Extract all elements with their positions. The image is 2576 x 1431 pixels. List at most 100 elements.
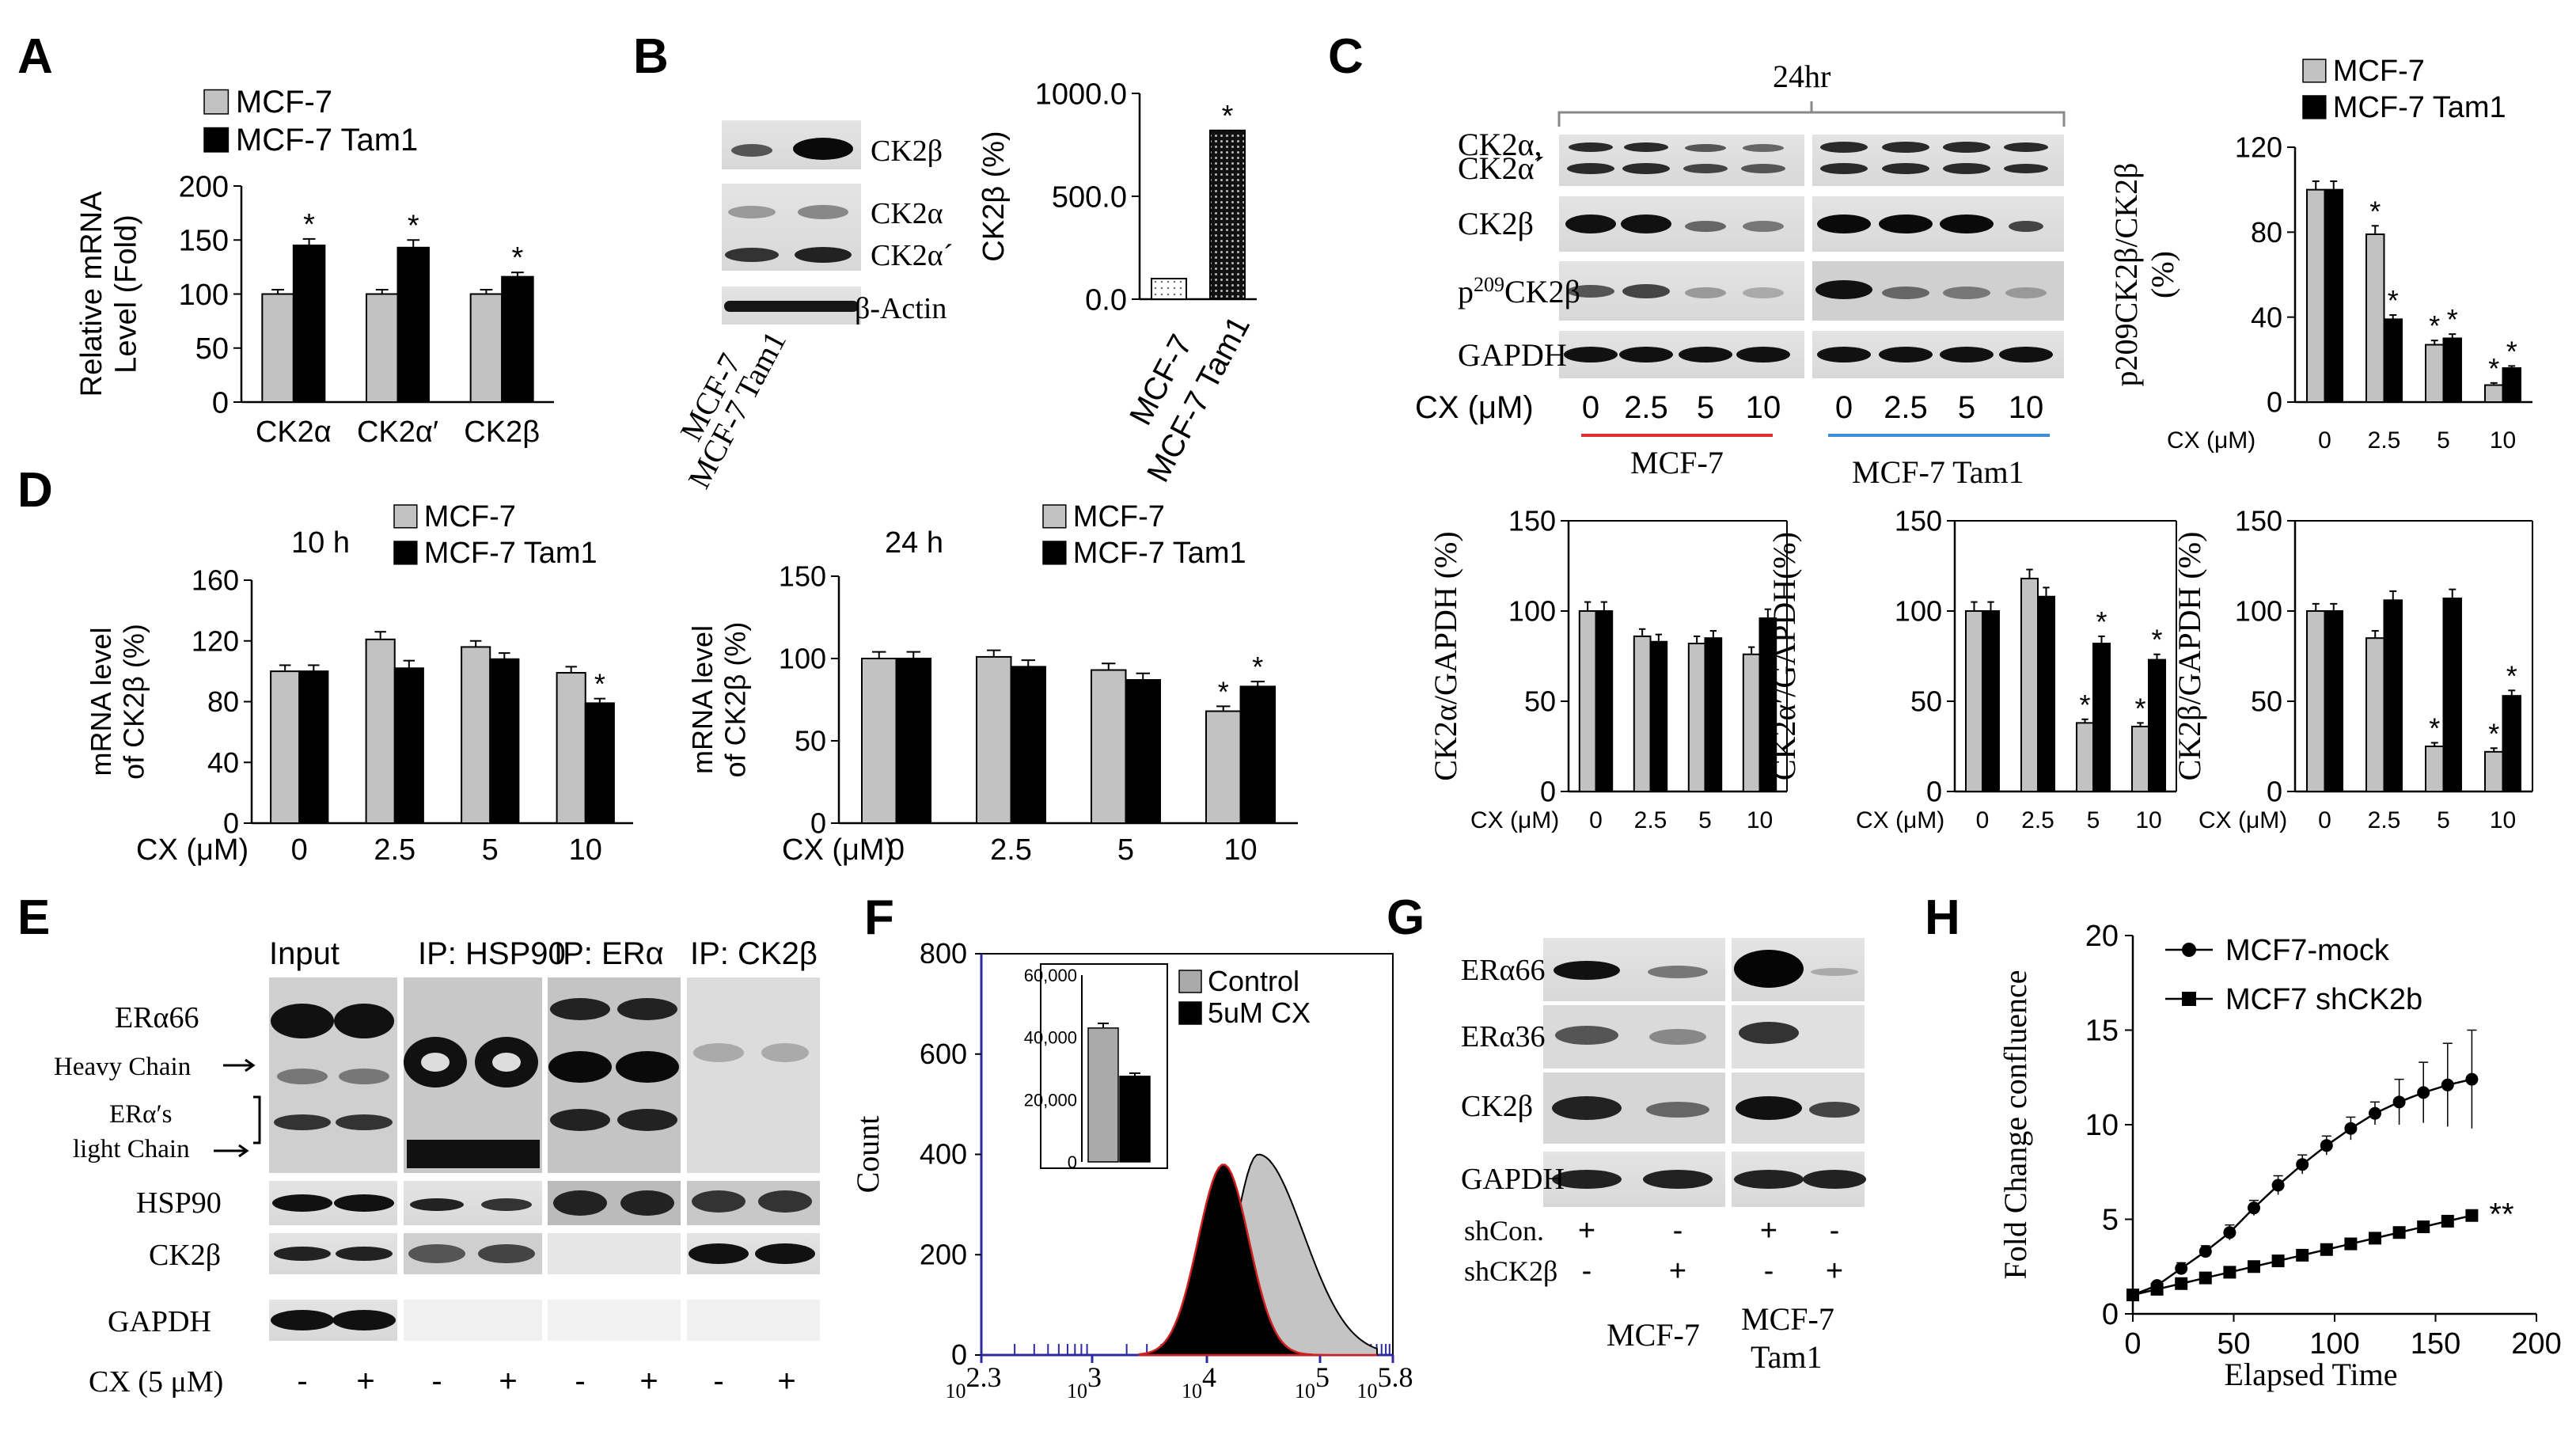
bar <box>2131 725 2149 792</box>
bar <box>2324 188 2343 404</box>
legend-swatch <box>1178 970 1202 993</box>
y-tick-label: 100 <box>1508 595 1556 628</box>
y-tick-label: 5 <box>2102 1204 2119 1237</box>
tick-exponent: 3 <box>1087 1361 1102 1393</box>
legend-marker <box>2182 992 2196 1006</box>
bar <box>861 658 897 824</box>
x-tick-label: 10 <box>2490 427 2516 454</box>
y-axis-label: mRNA levelof CK2β (%) <box>85 624 150 780</box>
bar <box>2037 595 2055 793</box>
y-tick-label: 120 <box>2235 131 2282 164</box>
legend-label: MCF-7 <box>236 85 332 120</box>
y-axis-label: mRNA levelof CK2β (%) <box>686 622 751 778</box>
bar <box>2425 746 2445 792</box>
significance-star: * <box>2388 284 2399 317</box>
panel-letter-g: G <box>1387 890 1425 945</box>
blot-c-group-tam1: MCF-7 Tam1 <box>1852 454 2024 490</box>
blot-b-label-actin: β-Actin <box>855 292 947 325</box>
x-tick-label: 0 <box>1589 807 1603 833</box>
inset-bar <box>1119 1076 1151 1163</box>
panel-letter-c: C <box>1328 29 1364 84</box>
y-tick-label: 0 <box>1540 776 1556 808</box>
x-tick-label: 5 <box>1117 833 1134 867</box>
bar <box>976 655 1012 824</box>
y-tick-label: 120 <box>192 624 239 657</box>
bar <box>261 293 294 403</box>
blot-c-cx-1: 0 <box>1582 390 1599 425</box>
x-tick-label: 105 <box>1295 1361 1330 1403</box>
y-tick-label: 0 <box>2102 1298 2119 1331</box>
legend-swatch <box>1042 504 1067 529</box>
x-tick-label: 2.5 <box>374 833 415 867</box>
bar <box>1578 610 1597 792</box>
y-axis-label-line: CK2β/GAPDH (%) <box>2172 532 2207 781</box>
y-axis-label-line: mRNA level <box>85 627 117 776</box>
legend-swatch <box>203 127 230 153</box>
data-point <box>2392 1226 2406 1239</box>
significance-star: * <box>1252 651 1263 683</box>
legend-label: MCF-7 Tam1 <box>236 123 418 158</box>
data-point <box>2417 1220 2430 1234</box>
bar <box>393 667 424 824</box>
significance-star: * <box>2488 717 2499 750</box>
bar <box>2092 643 2111 792</box>
blot-g-shcon-2: - <box>1673 1214 1683 1247</box>
data-point <box>2296 1158 2309 1171</box>
bar <box>1595 610 1614 792</box>
x-tick-label: 103 <box>1067 1361 1102 1403</box>
blot-e-cx-2: + <box>356 1364 374 1399</box>
y-axis-label-line: of CK2β (%) <box>117 624 150 780</box>
panel-letter-f: F <box>864 890 894 945</box>
x-tick-label: 2.5 <box>990 833 1032 867</box>
bar <box>501 275 534 403</box>
blot-e-label-eras: ERα′s <box>109 1100 173 1129</box>
blot-e: Input IP: HSP90 IP: ERα IP: CK2β <box>54 936 820 1399</box>
bar <box>1209 129 1246 300</box>
chart-d-24h: 0 50 100 150 * * 0 2.5 5 10 CX (μM) mRNA levelof CK… <box>686 500 1298 867</box>
inset-y-tick-label: 20,000 <box>1024 1090 1077 1110</box>
x-axis-label: CX (μM) <box>136 833 248 867</box>
bar <box>1091 669 1127 824</box>
x-tick-label: 104 <box>1182 1361 1216 1403</box>
blot-c-cx-2: 2.5 <box>1624 390 1668 425</box>
x-tick-label: 0 <box>2124 1327 2141 1361</box>
blot-c-cx-8: 10 <box>2009 390 2044 425</box>
x-axis-label: CX (μM) <box>1470 807 1559 833</box>
bar <box>469 293 503 403</box>
x-tick-label: 150 <box>2411 1327 2460 1361</box>
legend-label: MCF-7 <box>1073 500 1165 533</box>
y-tick-label: 0 <box>1926 776 1942 808</box>
bar <box>2502 695 2521 792</box>
legend-swatch <box>393 541 418 565</box>
blot-b: CK2β CK2α CK2α´ β-Actin MCF-7 MCF-7 Tam1 <box>673 120 953 494</box>
y-tick-label: 150 <box>779 560 826 593</box>
y-axis-label-line: Level (Fold) <box>110 214 143 374</box>
y-tick-label: 50 <box>2251 685 2282 718</box>
panel-letter-b: B <box>633 29 669 84</box>
x-tick-label: 5 <box>2087 807 2100 833</box>
legend-marker <box>2182 943 2196 957</box>
bar <box>1965 610 1983 792</box>
data-point <box>2441 1214 2454 1228</box>
bar <box>2383 318 2403 404</box>
blot-g-shcon-3: + <box>1760 1214 1777 1247</box>
x-axis-label: CX (μM) <box>1856 807 1944 833</box>
x-tick-label: 5 <box>1698 807 1712 833</box>
significance-star: * <box>2488 352 2499 385</box>
y-tick-label: 50 <box>1524 685 1556 718</box>
blot-e-label-light-chain: light Chain <box>73 1135 190 1163</box>
blot-e-cx-label: CX (5 μM) <box>89 1365 223 1399</box>
blot-c-title: 24hr <box>1773 59 1831 94</box>
bar <box>2442 337 2462 403</box>
x-tick-label: 2.5 <box>2368 427 2401 454</box>
tick-base: 10 <box>946 1380 966 1403</box>
blot-e-cx-1: - <box>297 1364 307 1399</box>
chart-c-ck2a-gapdh: 0 50 100 150 0 2.5 5 10 CX (μM) CK2α/GAPDH (%) <box>1428 505 1788 833</box>
y-axis-label-line: of CK2β (%) <box>719 622 751 778</box>
bar <box>1010 666 1046 825</box>
blot-e-label-hsp90: HSP90 <box>136 1186 222 1220</box>
y-tick-label: 160 <box>192 564 239 597</box>
